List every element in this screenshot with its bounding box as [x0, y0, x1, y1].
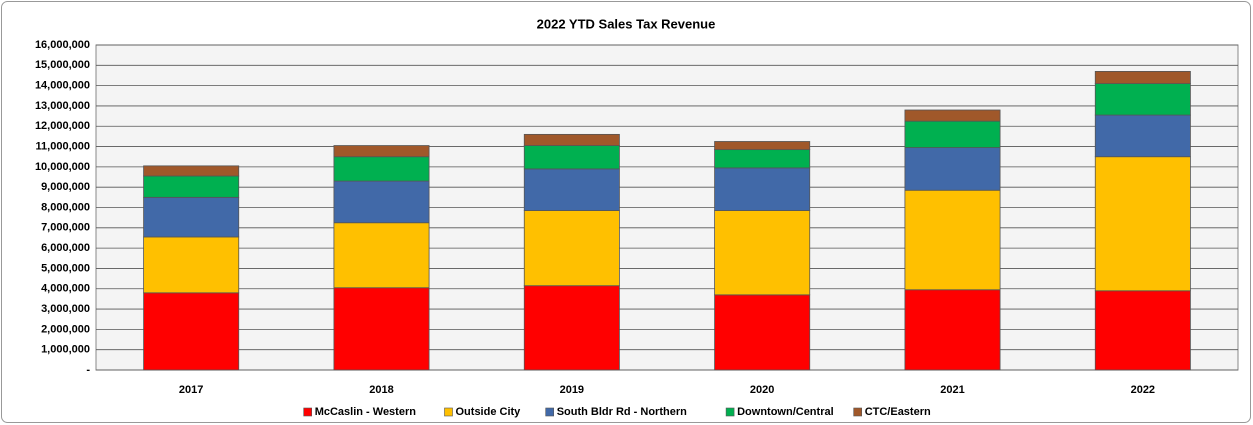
y-tick-label: -: [86, 364, 90, 376]
y-tick-label: 15,000,000: [35, 59, 90, 71]
bar-segment: [714, 210, 811, 296]
y-tick-label: 13,000,000: [35, 100, 90, 112]
bar-segment: [523, 133, 620, 146]
bar-segment: [904, 109, 1001, 122]
x-tick-label: 2021: [940, 384, 964, 396]
bar-segment: [714, 141, 811, 151]
bar-segment: [143, 175, 240, 198]
y-tick-label: 4,000,000: [41, 283, 90, 295]
legend-swatch: [444, 407, 453, 417]
x-tick-label: 2020: [750, 384, 774, 396]
y-tick-label: 3,000,000: [41, 303, 90, 315]
y-tick-label: 16,000,000: [35, 39, 90, 51]
y-tick-label: 2,000,000: [41, 323, 90, 335]
bar-segment: [1094, 156, 1191, 292]
y-tick-label: 12,000,000: [35, 120, 90, 132]
legend-label: McCaslin - Western: [315, 406, 417, 418]
bar-segment: [333, 222, 430, 289]
legend-swatch: [853, 407, 863, 417]
bar-segment: [523, 145, 620, 170]
bar-segment: [904, 189, 1001, 291]
bar-segment: [714, 167, 811, 211]
chart-title: 2022 YTD Sales Tax Revenue: [537, 16, 716, 31]
bar-segment: [714, 149, 811, 169]
legend-label: South Bldr Rd - Northern: [557, 406, 687, 418]
y-tick-label: 8,000,000: [41, 201, 90, 213]
bar-segment: [143, 236, 240, 294]
x-tick-label: 2019: [560, 384, 584, 396]
y-tick-label: 10,000,000: [35, 161, 90, 173]
bar-segment: [904, 289, 1001, 371]
y-tick-label: 5,000,000: [41, 262, 90, 274]
legend-label: Downtown/Central: [737, 406, 834, 418]
bar-segment: [904, 147, 1001, 191]
y-tick-label: 1,000,000: [41, 344, 90, 356]
legend-swatch: [303, 407, 313, 417]
legend-swatch: [545, 407, 555, 417]
y-tick-label: 6,000,000: [41, 242, 90, 254]
bar-segment: [143, 292, 240, 371]
bar-segment: [714, 294, 811, 371]
bar-segment: [1094, 83, 1191, 116]
bar-segment: [333, 156, 430, 182]
bar-segment: [333, 287, 430, 371]
y-tick-label: 11,000,000: [36, 140, 90, 152]
x-tick-label: 2018: [369, 384, 393, 396]
bar-segment: [1094, 290, 1191, 371]
legend-swatch: [725, 407, 735, 417]
bar-segment: [1094, 114, 1191, 158]
bar-segment: [1094, 71, 1191, 84]
bar-segment: [904, 120, 1001, 148]
bar-segment: [333, 180, 430, 224]
bar-segment: [333, 145, 430, 158]
legend-label: Outside City: [456, 406, 522, 418]
bar-segment: [143, 165, 240, 177]
y-tick-label: 14,000,000: [35, 80, 90, 92]
legend-label: CTC/Eastern: [865, 406, 931, 418]
bar-segment: [523, 168, 620, 211]
y-tick-label: 9,000,000: [41, 181, 90, 193]
bar-segment: [523, 210, 620, 287]
bar-segment: [143, 196, 240, 238]
y-tick-label: 7,000,000: [41, 222, 90, 234]
bar-segment: [523, 285, 620, 371]
x-tick-label: 2017: [179, 384, 203, 396]
x-tick-label: 2022: [1131, 384, 1155, 396]
